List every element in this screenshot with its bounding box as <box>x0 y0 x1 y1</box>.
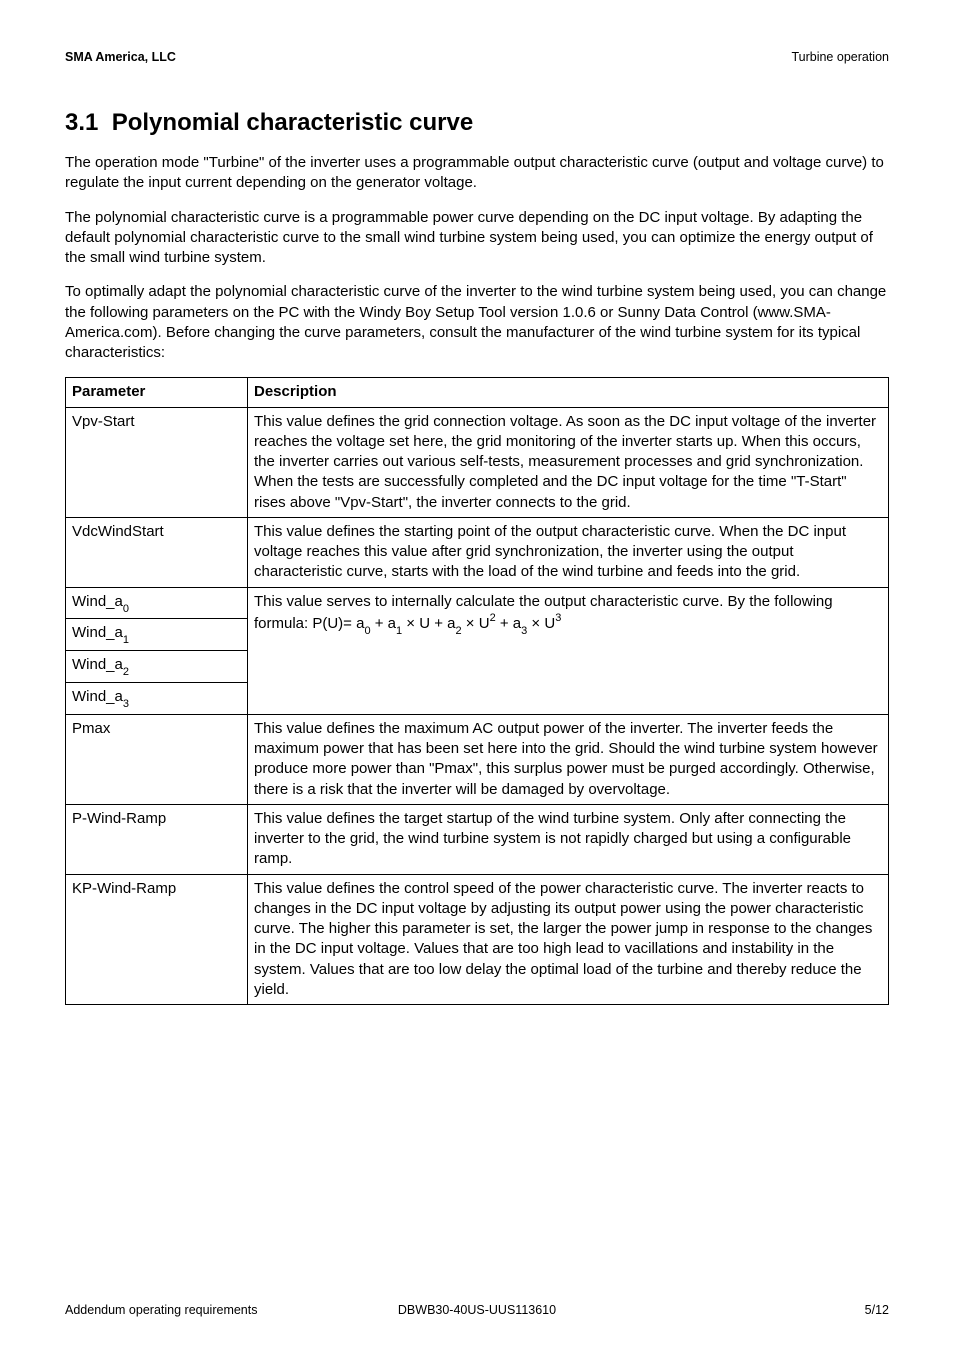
paragraph-2: The polynomial characteristic curve is a… <box>65 208 889 269</box>
param-cell: KP-Wind-Ramp <box>66 874 248 1005</box>
parameter-table: Parameter Description Vpv-Start This val… <box>65 377 889 1005</box>
desc-text: + a <box>371 615 396 632</box>
header-section: Turbine operation <box>791 50 889 64</box>
footer-center: DBWB30-40US-UUS113610 <box>398 1303 556 1317</box>
section-title: Polynomial characteristic curve <box>112 109 474 136</box>
superscript: 2 <box>490 612 496 624</box>
footer-right: 5/12 <box>865 1303 889 1317</box>
desc-text: + a <box>496 615 521 632</box>
desc-text: × U <box>462 615 490 632</box>
param-cell: Wind_a3 <box>66 683 248 715</box>
desc-text: × U <box>527 615 555 632</box>
param-cell: VdcWindStart <box>66 517 248 587</box>
superscript: 3 <box>555 612 561 624</box>
section-number: 3.1 <box>65 109 98 136</box>
table-row: Wind_a0 This value serves to internally … <box>66 587 889 619</box>
param-label: Wind_a <box>72 624 123 641</box>
desc-cell: This value defines the maximum AC output… <box>248 714 889 804</box>
param-cell: Vpv-Start <box>66 407 248 517</box>
subscript: 3 <box>123 698 129 710</box>
paragraph-1: The operation mode "Turbine" of the inve… <box>65 153 889 194</box>
section-heading: 3.1 Polynomial characteristic curve <box>65 109 889 137</box>
desc-cell: This value defines the control speed of … <box>248 874 889 1005</box>
desc-cell: This value serves to internally calculat… <box>248 587 889 714</box>
subscript: 1 <box>123 634 129 646</box>
table-row: KP-Wind-Ramp This value defines the cont… <box>66 874 889 1005</box>
header-company: SMA America, LLC <box>65 50 176 64</box>
desc-cell: This value defines the grid connection v… <box>248 407 889 517</box>
param-cell: Pmax <box>66 714 248 804</box>
header-parameter: Parameter <box>66 378 248 407</box>
desc-text: This value serves to internally calculat… <box>254 593 745 610</box>
table-row: VdcWindStart This value defines the star… <box>66 517 889 587</box>
param-cell: Wind_a2 <box>66 651 248 683</box>
param-label: Wind_a <box>72 593 123 610</box>
param-cell: Wind_a0 <box>66 587 248 619</box>
footer-left: Addendum operating requirements <box>65 1303 257 1317</box>
desc-text: × U + a <box>402 615 455 632</box>
param-cell: P-Wind-Ramp <box>66 804 248 874</box>
table-row: P-Wind-Ramp This value defines the targe… <box>66 804 889 874</box>
table-row: Pmax This value defines the maximum AC o… <box>66 714 889 804</box>
desc-cell: This value defines the target startup of… <box>248 804 889 874</box>
desc-cell: This value defines the starting point of… <box>248 517 889 587</box>
subscript: 2 <box>123 666 129 678</box>
subscript: 0 <box>364 625 370 637</box>
subscript: 0 <box>123 603 129 615</box>
header-description: Description <box>248 378 889 407</box>
page-header: SMA America, LLC Turbine operation <box>65 50 889 64</box>
table-header-row: Parameter Description <box>66 378 889 407</box>
subscript: 3 <box>521 625 527 637</box>
param-cell: Wind_a1 <box>66 619 248 651</box>
paragraph-3: To optimally adapt the polynomial charac… <box>65 282 889 363</box>
subscript: 1 <box>396 625 402 637</box>
param-label: Wind_a <box>72 656 123 673</box>
subscript: 2 <box>456 625 462 637</box>
table-row: Vpv-Start This value defines the grid co… <box>66 407 889 517</box>
param-label: Wind_a <box>72 688 123 705</box>
page-footer: Addendum operating requirements DBWB30-4… <box>65 1303 889 1317</box>
